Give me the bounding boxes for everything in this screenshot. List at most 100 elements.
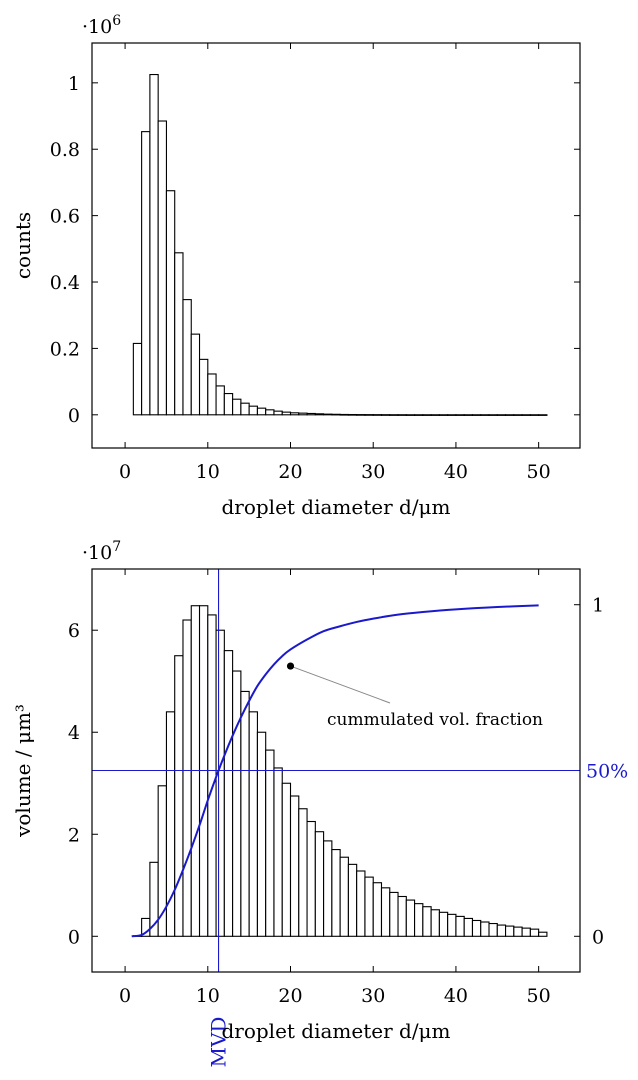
histogram-bar	[232, 398, 242, 416]
histogram-bar	[182, 619, 192, 937]
histogram-bar	[372, 414, 383, 416]
histogram-bar	[331, 413, 341, 416]
x-tick-label: 20	[278, 461, 302, 483]
histogram-bar	[281, 782, 292, 937]
histogram-bar	[132, 342, 143, 416]
histogram-bar	[372, 882, 383, 937]
histogram-bar	[529, 928, 540, 937]
histogram-bar	[323, 840, 333, 937]
y-tick-label: 0.2	[50, 338, 80, 360]
histogram-bar	[248, 711, 258, 937]
histogram-bar	[347, 863, 358, 937]
histogram-bar	[521, 927, 531, 937]
y-tick-label: 0.4	[50, 272, 80, 294]
y-tick-label: 0	[68, 926, 80, 948]
histogram-bar	[364, 414, 374, 416]
histogram-bar	[141, 131, 151, 416]
histogram-bar	[480, 414, 490, 416]
x-tick-label: 30	[361, 461, 385, 483]
histogram-bar	[463, 414, 474, 416]
histogram-bar	[438, 414, 449, 416]
histogram-bar	[165, 190, 176, 416]
histogram-bar	[240, 690, 250, 937]
y-tick-label: 1	[68, 73, 80, 95]
histogram-bar	[414, 414, 424, 416]
y-axis-label: counts	[11, 212, 35, 279]
histogram-bar	[215, 629, 225, 937]
curve-marker	[286, 662, 295, 670]
histogram-bar	[356, 414, 366, 416]
x-tick-label: 10	[196, 461, 220, 483]
histogram-bar	[281, 411, 292, 416]
histogram-bar	[248, 405, 258, 416]
histogram-bar	[380, 414, 391, 416]
x-tick-label: 50	[527, 461, 551, 483]
histogram-bar	[438, 911, 449, 937]
histogram-bar	[389, 891, 399, 937]
fifty-percent-label: 50%	[586, 761, 628, 783]
histogram-bar	[471, 414, 482, 416]
histogram-bar	[273, 410, 283, 416]
y-multiplier-label: ·107	[82, 539, 121, 564]
histogram-bar	[430, 414, 440, 416]
histogram-bar	[339, 413, 349, 416]
histogram-bar	[422, 906, 432, 937]
histogram-bar	[306, 820, 316, 937]
histogram-bar	[190, 333, 201, 416]
x-tick-label: 50	[527, 985, 551, 1007]
histogram-bar	[505, 414, 515, 416]
histogram-bar	[455, 915, 465, 937]
histogram-bar	[496, 924, 507, 937]
histogram-bar	[314, 413, 325, 416]
histogram-bar	[174, 655, 184, 937]
y-tick-label: 4	[68, 722, 80, 744]
histogram-bar	[513, 926, 523, 937]
histogram-bar	[306, 412, 316, 416]
histogram-bar	[463, 917, 474, 937]
histogram-bar	[289, 795, 300, 937]
histogram-bar	[207, 373, 217, 416]
x-axis-label: droplet diameter d/μm	[221, 1019, 450, 1043]
y-tick-label: 0	[68, 405, 80, 427]
histogram-bar	[289, 412, 300, 416]
histogram-bar	[232, 670, 242, 937]
histogram-bar	[339, 856, 349, 937]
x-tick-label: 10	[196, 985, 220, 1007]
histogram-bar	[149, 73, 159, 416]
histogram-bar	[521, 414, 531, 416]
histogram-bar	[397, 414, 407, 416]
histogram-bar	[323, 413, 333, 416]
histogram-bar	[538, 414, 548, 416]
annotation-pointer	[290, 665, 391, 704]
x-tick-label: 40	[444, 985, 468, 1007]
histogram-bar	[397, 895, 407, 937]
histogram-bar	[347, 413, 358, 416]
histogram-bar	[447, 913, 457, 937]
histogram-bar	[488, 922, 498, 937]
histogram-bar	[496, 414, 507, 416]
histogram-bar	[256, 731, 267, 937]
x-tick-label: 40	[444, 461, 468, 483]
y-multiplier-label: ·106	[82, 13, 121, 38]
histogram-bar	[356, 870, 366, 937]
y-tick-label: 0.6	[50, 206, 80, 228]
y-tick-label: 6	[68, 620, 80, 642]
histogram-bar	[256, 407, 267, 416]
histogram-bar	[314, 831, 325, 937]
histogram-bar	[331, 849, 341, 937]
histogram-bar	[298, 412, 308, 416]
histogram-bar	[455, 414, 465, 416]
histogram-bar	[488, 414, 498, 416]
histogram-bar	[273, 767, 283, 937]
histogram-bar	[513, 414, 523, 416]
histogram-bar	[505, 925, 515, 937]
histogram-bar	[182, 299, 192, 416]
x-tick-label: 20	[278, 985, 302, 1007]
histogram-bar	[215, 385, 225, 416]
cumulative-curve	[131, 604, 539, 938]
histogram-bar	[265, 409, 275, 416]
histogram-bar	[207, 614, 217, 937]
x-tick-label: 0	[119, 985, 131, 1007]
